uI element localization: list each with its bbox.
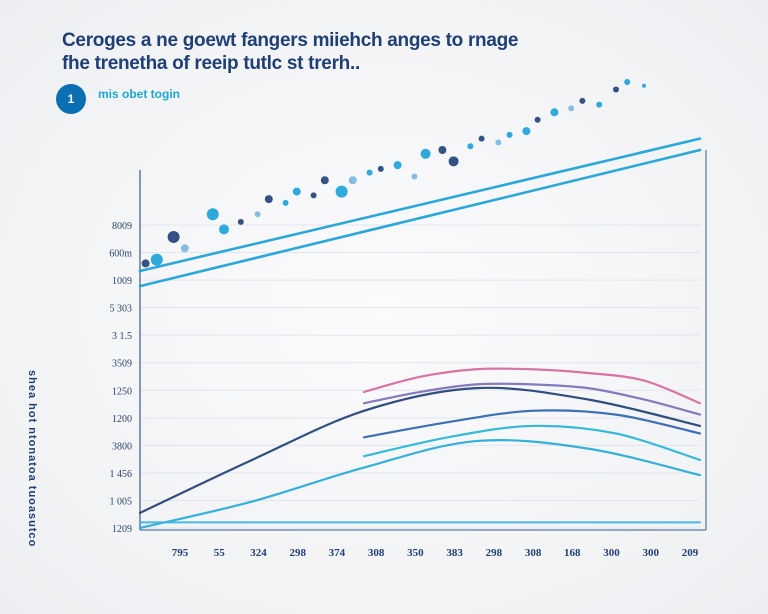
axes — [139, 150, 707, 531]
scatter-point — [219, 224, 229, 235]
scatter-point — [411, 173, 418, 180]
chart-title: Ceroges a ne goewt fangers miiehch anges… — [62, 30, 519, 51]
scatter-point — [534, 116, 541, 123]
series-line-teal-arc — [362, 424, 702, 462]
x-tick-label: 300 — [603, 547, 620, 559]
scatter-point — [506, 131, 513, 138]
x-tick-label: 374 — [329, 547, 346, 559]
scatter-point — [292, 187, 301, 196]
x-tick-label: 298 — [486, 547, 503, 559]
scatter-point — [141, 259, 150, 268]
scatter-point — [642, 83, 646, 88]
scatter-point — [448, 156, 459, 167]
y-tick-label: 1009 — [112, 276, 132, 287]
legend-label: mis obet togin — [98, 87, 180, 101]
y-tick-label: 1200 — [112, 414, 132, 425]
y-tick-label: 8009 — [112, 221, 132, 232]
series-line-trend-lower — [138, 148, 702, 288]
y-tick-label: 5 303 — [110, 304, 133, 315]
x-tick-label: 324 — [250, 547, 267, 559]
scatter-point — [550, 108, 559, 117]
scatter-point — [180, 244, 189, 253]
scatter-point — [420, 148, 431, 159]
scatter-point — [624, 78, 631, 85]
scatter-point — [467, 143, 474, 150]
series-line-purple-arc — [362, 382, 702, 416]
scatter-point — [366, 169, 373, 176]
scatter-point — [254, 211, 261, 218]
scatter-point — [310, 192, 317, 199]
scatter-point — [320, 176, 329, 185]
x-tick-label: 209 — [682, 547, 699, 559]
series-line-pink-arc — [362, 367, 702, 405]
scatter-point — [264, 195, 273, 204]
x-tick-label: 308 — [368, 547, 385, 559]
y-tick-label: 1 005 — [110, 496, 133, 507]
series-line-trend-upper — [138, 137, 702, 273]
series-line-cyan-arc — [138, 439, 702, 530]
x-tick-label: 298 — [289, 547, 306, 559]
scatter-point — [438, 146, 447, 154]
x-tick-label: 55 — [214, 547, 226, 559]
scatter-point — [613, 86, 619, 93]
scatter-point — [568, 105, 575, 112]
scatter-point — [335, 185, 348, 198]
scatter-point — [282, 199, 289, 206]
x-tick-labels: 795 55 324 298 374 308 350 383 298 308 168 300 300 20… — [172, 547, 699, 559]
legend-badge: 1 — [56, 84, 86, 114]
scatter-point — [495, 139, 502, 146]
scatter-point — [206, 208, 219, 221]
scatter-point — [596, 101, 603, 108]
scatter-point — [150, 253, 163, 266]
y-tick-label: 1209 — [112, 524, 132, 535]
scatter-point — [167, 230, 180, 243]
y-tick-label: 1 456 — [110, 469, 133, 480]
scatter-points — [141, 78, 646, 268]
scatter-point — [237, 218, 244, 225]
x-tick-label: 350 — [407, 547, 424, 559]
x-tick-label: 308 — [525, 547, 542, 559]
y-tick-label: 3 1.5 — [112, 331, 132, 342]
y-tick-label: 3509 — [112, 359, 132, 370]
scatter-point — [377, 165, 384, 172]
x-tick-label: 383 — [446, 547, 463, 559]
y-tick-label: 1250 — [112, 386, 132, 397]
scatter-point — [348, 176, 357, 185]
x-tick-label: 168 — [564, 547, 581, 559]
x-tick-label: 300 — [643, 547, 660, 559]
y-tick-label: 3800 — [112, 441, 132, 452]
scatter-point — [579, 97, 586, 104]
series-line-navy-curve — [138, 386, 702, 514]
x-tick-label: 795 — [172, 547, 189, 559]
scatter-point — [393, 161, 402, 170]
y-tick-label: 600m — [109, 249, 132, 260]
scatter-point — [478, 135, 485, 142]
y-tick-labels: 8009 600m 1009 5 303 3 1.5 3509 1250 1200 3800 1 … — [109, 221, 132, 535]
chart-subtitle: fhe trenetha of reeip tutlc st trerh.. — [62, 53, 360, 74]
scatter-point — [522, 127, 531, 136]
series-lines — [138, 137, 702, 530]
series-line-blue-arc — [362, 409, 702, 439]
